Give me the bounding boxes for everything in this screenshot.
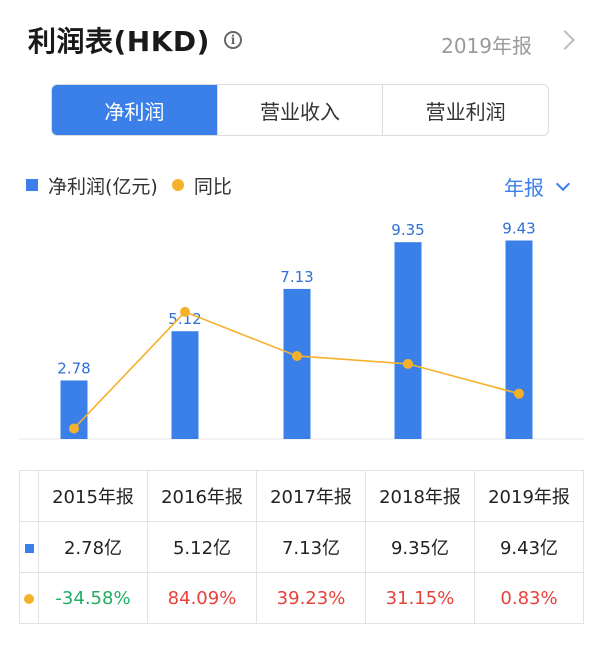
dot-icon (24, 593, 34, 604)
legend-bar-label: 净利润(亿元) (48, 175, 158, 198)
table-header-cell: 2019年报 (474, 470, 584, 522)
chevron-down-icon (555, 176, 571, 191)
bar-legend-swatch (26, 179, 38, 191)
bar-square-icon (24, 543, 34, 553)
table-cell: -34.58% (38, 572, 148, 624)
net-profit-chart: 2.785.127.139.35 9.43 (19, 219, 584, 440)
table-cell: 9.43亿 (474, 521, 584, 573)
table-cell: 31.15% (365, 572, 475, 624)
data-table: 2015年报 2016年报 2017年报 2018年报 2019年报 2.78亿… (19, 470, 584, 624)
table-header-row: 2015年报 2016年报 2017年报 2018年报 2019年报 (19, 470, 584, 522)
header: 利润表(HKD) i 2019年报 (0, 0, 600, 80)
bar-2018年报 (394, 242, 422, 439)
table-header-cell: 2017年报 (256, 470, 366, 522)
table-cell: 2.78亿 (38, 521, 148, 573)
legend-line-label: 同比 (193, 175, 232, 198)
table-cell: 39.23% (256, 572, 366, 624)
bar-value-label: 7.13 (280, 268, 313, 286)
line-legend-swatch (171, 179, 184, 191)
period-select[interactable]: 年报 (504, 172, 571, 201)
bar-2016年报 (171, 331, 199, 439)
info-icon[interactable]: i (224, 31, 242, 49)
table-header-cell: 2016年报 (147, 470, 257, 522)
bar-value-label: 9.43 (502, 219, 535, 237)
table-cell: 9.35亿 (365, 521, 475, 573)
yoy-point-2015年报 (69, 423, 79, 434)
table-header-cell: 2015年报 (38, 470, 148, 522)
period-select-label: 年报 (504, 176, 544, 200)
tab-net-profit[interactable]: 净利润 (52, 85, 217, 135)
bar-value-label: 2.78 (57, 359, 90, 377)
table-row-net-profit: 2.78亿 5.12亿 7.13亿 9.35亿 9.43亿 (19, 521, 584, 573)
table-row-yoy: -34.58% 84.09% 39.23% 31.15% 0.83% (19, 572, 584, 624)
table-header-cell: 2018年报 (365, 470, 475, 522)
tab-operating-revenue[interactable]: 营业收入 (216, 85, 383, 135)
report-period[interactable]: 2019年报 (441, 34, 532, 58)
metric-tabs: 净利润 营业收入 营业利润 (51, 84, 549, 136)
bar-2017年报 (283, 288, 311, 439)
yoy-point-2017年报 (292, 350, 302, 361)
yoy-point-2018年报 (403, 358, 413, 369)
tab-operating-profit[interactable]: 营业利润 (382, 85, 548, 135)
table-cell: 0.83% (474, 572, 584, 624)
yoy-point-2019年报 (514, 388, 524, 399)
chart-legend: 净利润(亿元) 同比 (26, 172, 232, 198)
yoy-point-2016年报 (180, 306, 190, 317)
table-cell: 5.12亿 (147, 521, 257, 573)
page-title: 利润表(HKD) (28, 25, 210, 58)
table-cell: 7.13亿 (256, 521, 366, 573)
bar-value-label: 9.35 (391, 221, 424, 239)
table-cell: 84.09% (147, 572, 257, 624)
chevron-right-icon[interactable] (555, 30, 575, 50)
bar-2019年报 (505, 240, 533, 439)
